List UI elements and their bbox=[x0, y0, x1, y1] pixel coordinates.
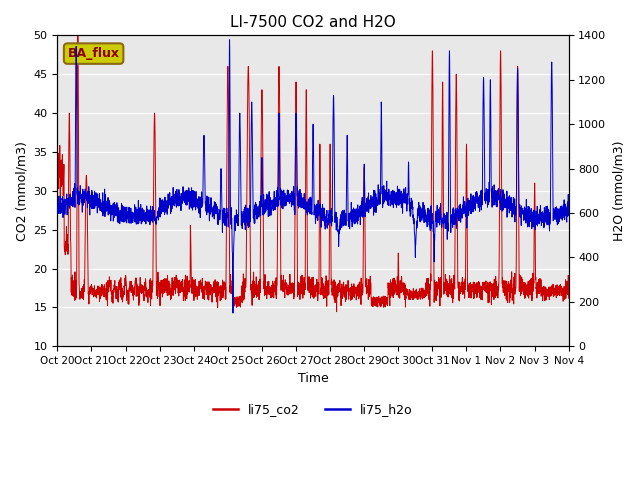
Title: LI-7500 CO2 and H2O: LI-7500 CO2 and H2O bbox=[230, 15, 396, 30]
Text: BA_flux: BA_flux bbox=[68, 47, 120, 60]
Y-axis label: CO2 (mmol/m3): CO2 (mmol/m3) bbox=[15, 141, 28, 241]
Legend: li75_co2, li75_h2o: li75_co2, li75_h2o bbox=[208, 398, 418, 421]
Y-axis label: H2O (mmol/m3): H2O (mmol/m3) bbox=[612, 141, 625, 241]
X-axis label: Time: Time bbox=[298, 372, 328, 384]
